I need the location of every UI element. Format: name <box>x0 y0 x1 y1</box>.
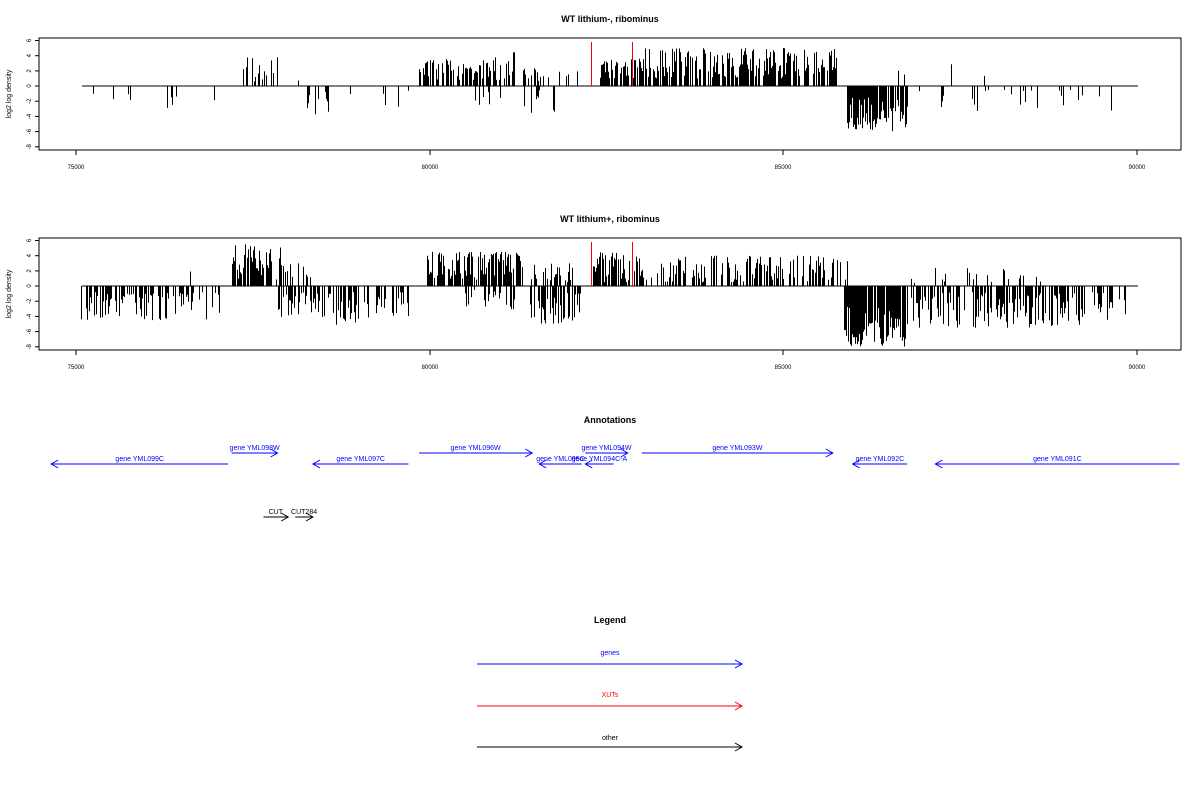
legend-item-xuts: XUTs <box>477 692 744 711</box>
y-tick-label: 2 <box>27 269 33 273</box>
arrow-head-icon <box>620 448 629 458</box>
arrow-head-icon <box>825 448 834 458</box>
x-axis-ticks: 75000 80000 85000 90000 <box>68 350 1146 371</box>
x-tick-label: 80000 <box>422 365 439 371</box>
annotation-label: gene YML095C <box>536 456 585 463</box>
legend-label: genes <box>600 650 620 657</box>
density-bars <box>81 244 1126 347</box>
arrow-head-icon <box>280 512 290 522</box>
annotation-label: gene YML094W <box>581 445 631 452</box>
xut-markers <box>591 42 633 86</box>
y-tick-label: -2 <box>27 298 33 304</box>
x-tick-label: 75000 <box>68 165 85 171</box>
annotation-label: gene YML096W <box>451 445 501 452</box>
arrow-head-icon <box>311 459 321 469</box>
y-axis-label: log2 log density <box>6 69 13 118</box>
legend-label: other <box>602 735 619 742</box>
x-tick-label: 75000 <box>68 365 85 371</box>
x-tick-label: 80000 <box>422 165 439 171</box>
annotation-label: gene YML093W <box>712 445 762 452</box>
x-tick-label: 90000 <box>1129 165 1146 171</box>
annotation-label: gene YML099C <box>115 456 164 463</box>
legend: Legend genes XUTs other <box>477 615 744 752</box>
y-tick-label: -4 <box>27 313 33 319</box>
arrow-head-icon <box>305 512 314 522</box>
x-axis-ticks: 75000 80000 85000 90000 <box>68 150 1146 171</box>
y-axis-ticks: 6 4 2 0 -2 -4 -6 -8 <box>27 238 39 349</box>
legend-item-genes: genes <box>477 650 744 669</box>
legend-item-other: other <box>477 735 744 752</box>
annotation-label: gene YML094C-A <box>572 456 628 463</box>
y-tick-label: -4 <box>27 113 33 119</box>
arrow-head-icon <box>538 459 547 469</box>
y-tick-label: -2 <box>27 98 33 104</box>
y-tick-label: -6 <box>27 128 33 134</box>
density-panel-lithium-minus: WT lithium-, ribominus log2 log density … <box>6 14 1182 171</box>
y-tick-label: 4 <box>27 53 33 57</box>
y-tick-label: 2 <box>27 69 33 73</box>
density-panel-lithium-plus: WT lithium+, ribominus log2 log density … <box>6 214 1182 371</box>
xut-markers <box>591 242 633 286</box>
arrow-head-icon <box>734 701 744 711</box>
x-tick-label: 85000 <box>775 365 792 371</box>
other-annotations: CUT CUT284 <box>263 509 317 522</box>
panel-title: WT lithium-, ribominus <box>561 14 659 24</box>
plot-frame <box>38 237 1182 351</box>
gene-annotations: gene YML099C gene YML098W gene YML097C gene… <box>50 445 1180 469</box>
x-tick-label: 85000 <box>775 165 792 171</box>
arrow-head-icon <box>584 459 593 469</box>
x-tick-label: 90000 <box>1129 365 1146 371</box>
annotation-label: CUT <box>269 509 284 516</box>
annotation-label: CUT284 <box>291 509 317 516</box>
plot-frame <box>38 37 1182 151</box>
arrow-head-icon <box>50 459 59 469</box>
arrow-head-icon <box>734 659 744 669</box>
panel-title: WT lithium+, ribominus <box>560 214 660 224</box>
y-tick-label: 6 <box>27 238 33 242</box>
arrow-head-icon <box>524 448 534 458</box>
annotation-label: gene YML097C <box>336 456 385 463</box>
annotation-label: gene YML091C <box>1033 456 1082 463</box>
annotation-label: gene YML092C <box>856 456 905 463</box>
arrow-head-icon <box>851 459 860 469</box>
density-bars <box>93 48 1112 132</box>
y-axis-ticks: 6 4 2 0 -2 -4 -6 -8 <box>27 38 39 149</box>
legend-title: Legend <box>594 615 626 625</box>
annotation-label: gene YML098W <box>230 445 280 452</box>
y-tick-label: 0 <box>27 84 33 88</box>
annotations-title: Annotations <box>584 415 637 425</box>
legend-label: XUTs <box>602 692 619 699</box>
y-tick-label: 6 <box>27 38 33 42</box>
y-tick-label: -6 <box>27 328 33 334</box>
y-tick-label: 0 <box>27 284 33 288</box>
arrow-head-icon <box>270 448 279 458</box>
y-axis-label: log2 log density <box>6 269 13 318</box>
y-tick-label: 4 <box>27 253 33 257</box>
arrow-head-icon <box>734 742 744 752</box>
y-tick-label: -8 <box>27 143 33 149</box>
arrow-head-icon <box>934 459 943 469</box>
y-tick-label: -8 <box>27 343 33 349</box>
